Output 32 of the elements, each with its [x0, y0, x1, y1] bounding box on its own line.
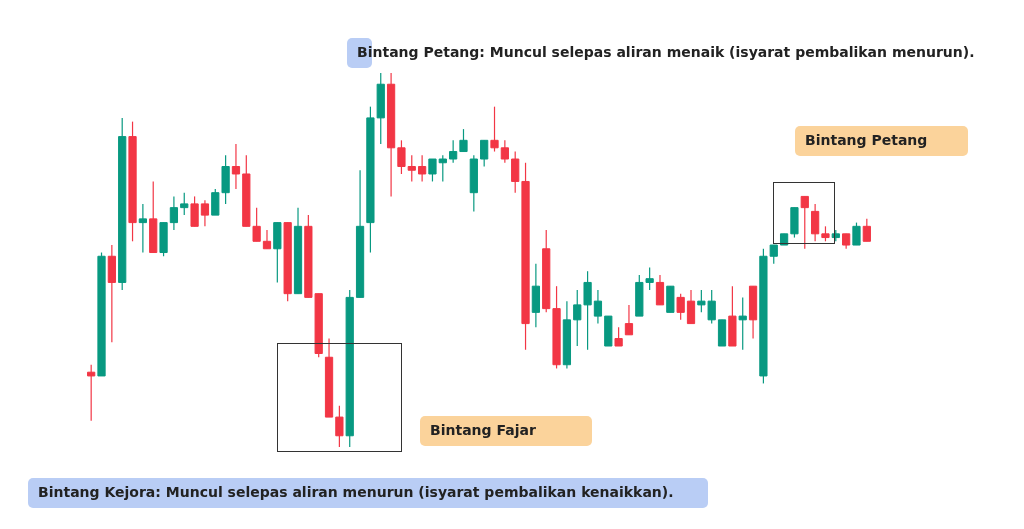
candlestick	[738, 296, 747, 351]
candlestick	[490, 106, 499, 153]
candlestick	[138, 203, 147, 254]
candlestick	[655, 274, 665, 306]
candlestick	[614, 326, 623, 347]
candlestick	[335, 405, 344, 448]
candlestick	[418, 154, 427, 183]
candlestick	[169, 195, 179, 231]
candlestick	[686, 289, 696, 325]
candlestick	[676, 293, 685, 321]
candlestick	[624, 304, 634, 336]
candlestick	[428, 158, 437, 183]
candlestick	[200, 199, 210, 227]
text: Bintang Petang: Muncul selepas aliran menaik (isyarat pembalikan menurun).	[356, 43, 976, 62]
candlestick	[852, 222, 861, 246]
candlestick	[449, 139, 458, 164]
candlestick	[87, 364, 96, 422]
candlestick	[438, 154, 447, 183]
candlestick	[231, 143, 241, 190]
candlestick	[459, 128, 468, 153]
candlestick	[862, 218, 871, 242]
candlestick	[800, 195, 809, 250]
candlestick	[480, 139, 489, 168]
candlestick	[593, 289, 603, 325]
candlestick	[500, 139, 509, 164]
candlestick	[397, 139, 406, 175]
candlestick	[180, 192, 189, 216]
candlestick	[262, 229, 272, 250]
candlestick	[407, 154, 416, 183]
candlestick	[811, 203, 820, 242]
candlestick	[511, 150, 520, 194]
candlestick	[190, 195, 199, 227]
